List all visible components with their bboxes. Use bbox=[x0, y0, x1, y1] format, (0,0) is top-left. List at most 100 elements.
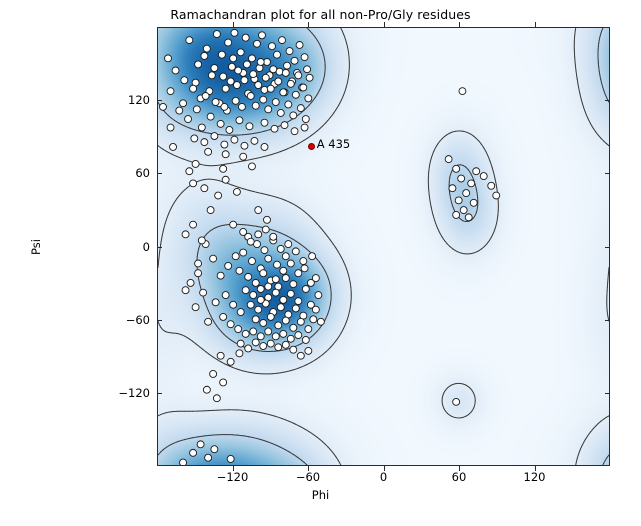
data-point bbox=[303, 65, 312, 74]
contour-line bbox=[165, 446, 168, 449]
data-point bbox=[194, 269, 203, 278]
annotated-residue-marker bbox=[308, 143, 316, 150]
contour-line bbox=[575, 461, 577, 465]
data-point bbox=[264, 105, 273, 114]
data-point bbox=[239, 228, 248, 236]
contour-line bbox=[207, 230, 211, 233]
contour-line bbox=[218, 328, 222, 332]
data-point bbox=[199, 288, 208, 297]
contour-line bbox=[298, 112, 302, 116]
data-point bbox=[246, 92, 255, 100]
data-point bbox=[251, 278, 260, 287]
data-point bbox=[251, 338, 260, 347]
data-point bbox=[179, 458, 187, 465]
y-axis-label: Psi bbox=[29, 239, 43, 255]
contour-line bbox=[449, 384, 452, 387]
contour-line bbox=[592, 425, 596, 430]
contour-line bbox=[337, 335, 340, 338]
x-tick-mark bbox=[308, 466, 309, 471]
data-point bbox=[254, 230, 263, 239]
contour-line bbox=[308, 431, 313, 434]
contour-line bbox=[314, 130, 318, 134]
data-point bbox=[467, 179, 476, 188]
data-point bbox=[214, 191, 223, 200]
contour-line bbox=[170, 117, 175, 121]
contour-line bbox=[284, 148, 288, 151]
contour-line bbox=[300, 140, 304, 143]
data-point bbox=[230, 135, 239, 144]
data-point bbox=[241, 33, 250, 42]
contour-line bbox=[303, 138, 308, 141]
contour-line bbox=[162, 228, 165, 232]
contour-line bbox=[322, 122, 326, 127]
data-point bbox=[201, 92, 210, 100]
data-point bbox=[258, 31, 266, 40]
data-point bbox=[266, 312, 275, 321]
contour-line bbox=[478, 248, 482, 252]
data-point bbox=[245, 122, 254, 131]
contour-line bbox=[298, 366, 302, 369]
data-point bbox=[260, 85, 269, 94]
contour-line bbox=[606, 143, 609, 147]
data-point bbox=[276, 244, 285, 253]
x-tick-label: 60 bbox=[451, 470, 467, 484]
data-point bbox=[238, 102, 246, 111]
contour-line bbox=[290, 452, 294, 455]
contour-line bbox=[306, 248, 310, 252]
data-point bbox=[294, 71, 303, 80]
contour-line bbox=[330, 343, 334, 348]
data-point bbox=[301, 115, 310, 123]
data-point bbox=[234, 66, 243, 75]
contour-line bbox=[314, 359, 317, 361]
contour-line bbox=[467, 413, 471, 416]
data-point bbox=[179, 99, 187, 108]
contour-line bbox=[168, 443, 172, 447]
x-tick-label: −120 bbox=[216, 470, 249, 484]
data-point bbox=[296, 104, 305, 113]
data-point bbox=[457, 174, 466, 183]
data-point bbox=[226, 320, 235, 329]
contour-line bbox=[314, 220, 318, 224]
data-point bbox=[462, 189, 471, 198]
contour-line bbox=[590, 428, 594, 433]
y-tick-label: −60 bbox=[125, 312, 150, 327]
data-point bbox=[296, 351, 305, 360]
data-point bbox=[492, 191, 501, 200]
y-tick-label: 60 bbox=[135, 166, 150, 181]
contour-line bbox=[319, 325, 322, 329]
data-point bbox=[281, 68, 290, 77]
data-point bbox=[202, 44, 211, 53]
data-point bbox=[221, 84, 230, 93]
data-point bbox=[253, 39, 261, 48]
contour-line bbox=[300, 426, 305, 430]
data-point bbox=[454, 196, 463, 205]
contour-line bbox=[308, 215, 313, 219]
contour-line bbox=[160, 449, 164, 453]
contour-line bbox=[449, 246, 453, 250]
contour-line bbox=[287, 235, 292, 239]
data-point bbox=[285, 47, 294, 55]
data-point bbox=[159, 102, 167, 111]
contour-line bbox=[308, 361, 312, 364]
contour-line bbox=[481, 246, 485, 250]
contour-line bbox=[327, 348, 330, 351]
data-point bbox=[281, 252, 290, 261]
data-point bbox=[311, 305, 320, 314]
data-point bbox=[189, 84, 198, 93]
contour-line bbox=[309, 30, 313, 34]
data-point bbox=[202, 385, 211, 394]
contour-line bbox=[319, 86, 322, 91]
contour-line bbox=[179, 192, 183, 196]
contour-line bbox=[162, 148, 167, 152]
data-point bbox=[284, 100, 293, 109]
data-point bbox=[274, 321, 283, 330]
contour-line bbox=[168, 115, 172, 119]
data-point bbox=[279, 266, 288, 275]
contour-line bbox=[436, 143, 439, 147]
data-point bbox=[294, 297, 303, 306]
data-point bbox=[254, 305, 263, 314]
data-point bbox=[268, 42, 276, 51]
contour-line bbox=[335, 107, 338, 111]
data-point bbox=[286, 289, 295, 298]
